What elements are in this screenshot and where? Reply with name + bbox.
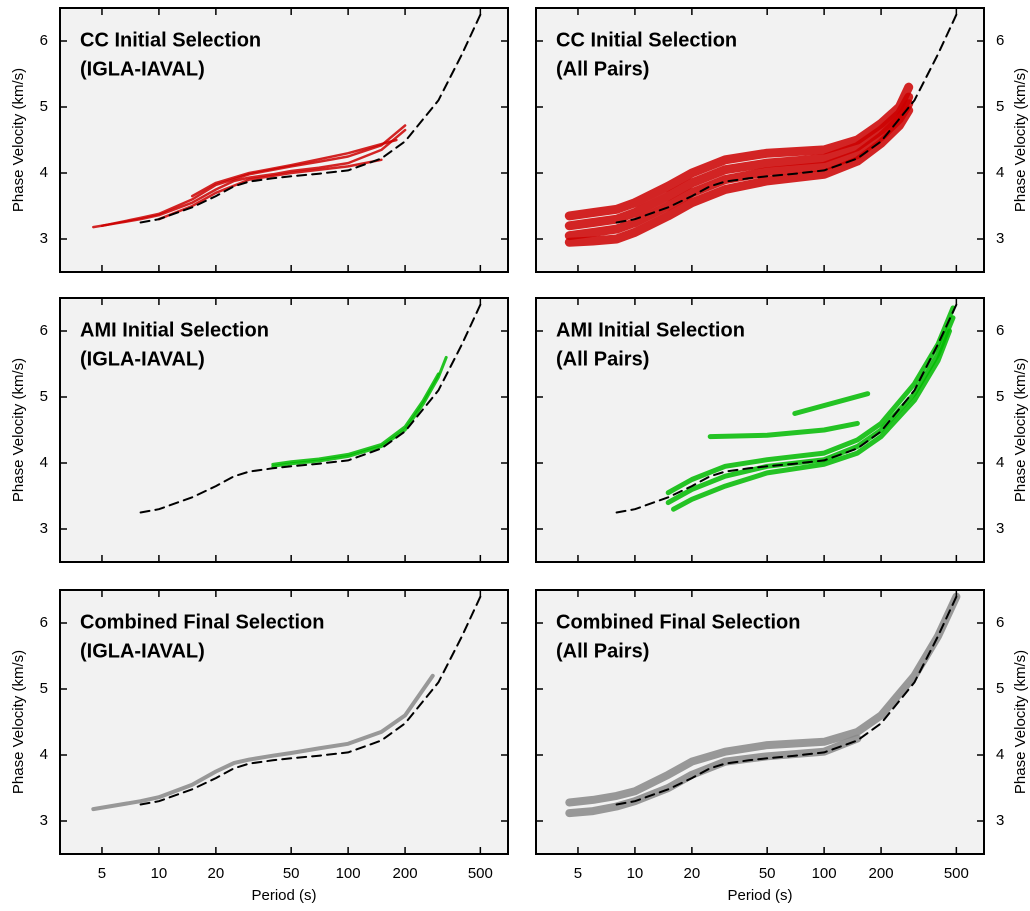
plot-frame xyxy=(59,7,509,273)
x-tick-label: 500 xyxy=(468,865,493,882)
x-tick-label: 500 xyxy=(944,865,969,882)
y-axis-label: Phase Velocity (km/s) xyxy=(1012,650,1029,794)
y-tick-label: 3 xyxy=(40,230,48,247)
dispersion-curve xyxy=(564,82,914,221)
dispersion-curve xyxy=(564,105,914,247)
y-tick-label: 5 xyxy=(40,680,48,697)
y-tick-label: 6 xyxy=(40,32,48,49)
y-axis-label: Phase Velocity (km/s) xyxy=(1012,358,1029,502)
plot-frame xyxy=(535,297,985,563)
panel-subtitle: (IGLA-IAVAL) xyxy=(80,640,205,662)
y-axis-label: Phase Velocity (km/s) xyxy=(1012,68,1029,212)
y-tick-label: 5 xyxy=(40,388,48,405)
plot-area xyxy=(60,8,508,272)
y-tick-label: 3 xyxy=(996,520,1004,537)
plot-frame xyxy=(535,589,985,855)
dispersion-curve xyxy=(564,99,914,241)
panel-title: AMI Initial Selection xyxy=(80,319,269,341)
panel-subtitle: (All Pairs) xyxy=(556,58,649,80)
panel-title: CC Initial Selection xyxy=(556,29,737,51)
dispersion-curve xyxy=(91,673,435,812)
reference-curve xyxy=(139,13,482,224)
x-tick-label: 5 xyxy=(98,865,106,882)
panel-subtitle: (IGLA-IAVAL) xyxy=(80,348,205,370)
y-tick-label: 4 xyxy=(996,746,1004,763)
dispersion-curve xyxy=(564,92,914,231)
y-tick-label: 3 xyxy=(996,230,1004,247)
dispersion-curve xyxy=(707,420,860,440)
x-tick-label: 5 xyxy=(574,865,582,882)
plot-frame xyxy=(59,589,509,855)
y-axis-label: Phase Velocity (km/s) xyxy=(10,358,27,502)
reference-curve xyxy=(615,13,958,224)
plot-frame xyxy=(59,297,509,563)
x-tick-label: 100 xyxy=(336,865,361,882)
dispersion-curve xyxy=(271,372,440,466)
y-tick-label: 4 xyxy=(40,746,48,763)
plot-area xyxy=(60,298,508,562)
y-tick-label: 5 xyxy=(996,680,1004,697)
reference-curve xyxy=(139,595,482,806)
x-tick-label: 20 xyxy=(208,865,225,882)
dispersion-curve xyxy=(792,391,871,416)
dispersion-curve xyxy=(565,734,862,818)
panel-subtitle: (All Pairs) xyxy=(556,348,649,370)
x-tick-label: 200 xyxy=(869,865,894,882)
y-axis-label: Phase Velocity (km/s) xyxy=(10,68,27,212)
panel-title: Combined Final Selection xyxy=(80,611,324,633)
dispersion-curve xyxy=(665,315,956,506)
reference-curve xyxy=(139,303,482,514)
plot-frame xyxy=(535,7,985,273)
dispersion-curve xyxy=(190,138,398,198)
x-axis-label: Period (s) xyxy=(727,887,792,904)
y-tick-label: 6 xyxy=(996,614,1004,631)
y-tick-label: 6 xyxy=(996,32,1004,49)
panel-title: AMI Initial Selection xyxy=(556,319,745,341)
y-tick-label: 6 xyxy=(40,614,48,631)
panel-title: Combined Final Selection xyxy=(556,611,800,633)
y-tick-label: 5 xyxy=(996,388,1004,405)
plot-area xyxy=(60,590,508,854)
y-tick-label: 5 xyxy=(40,98,48,115)
x-tick-label: 20 xyxy=(684,865,701,882)
x-tick-label: 50 xyxy=(759,865,776,882)
y-tick-label: 4 xyxy=(40,454,48,471)
reference-curve xyxy=(615,595,958,806)
y-tick-label: 5 xyxy=(996,98,1004,115)
dispersion-curve xyxy=(157,158,383,221)
x-tick-label: 200 xyxy=(393,865,418,882)
y-tick-label: 6 xyxy=(996,322,1004,339)
y-tick-label: 3 xyxy=(40,520,48,537)
x-tick-label: 10 xyxy=(627,865,644,882)
y-tick-label: 4 xyxy=(996,454,1004,471)
plot-area xyxy=(536,298,984,562)
x-tick-label: 10 xyxy=(151,865,168,882)
panel-subtitle: (IGLA-IAVAL) xyxy=(80,58,205,80)
x-tick-label: 100 xyxy=(812,865,837,882)
y-tick-label: 3 xyxy=(40,812,48,829)
dispersion-curve xyxy=(671,328,952,512)
y-tick-label: 3 xyxy=(996,812,1004,829)
panel-subtitle: (All Pairs) xyxy=(556,640,649,662)
dispersion-curve xyxy=(665,305,956,496)
reference-curve xyxy=(615,303,958,514)
dispersion-curve xyxy=(565,592,961,807)
y-tick-label: 6 xyxy=(40,322,48,339)
x-tick-label: 50 xyxy=(283,865,300,882)
panel-title: CC Initial Selection xyxy=(80,29,261,51)
y-axis-label: Phase Velocity (km/s) xyxy=(10,650,27,794)
y-tick-label: 4 xyxy=(996,164,1004,181)
dispersion-curve xyxy=(92,128,407,229)
x-axis-label: Period (s) xyxy=(251,887,316,904)
y-tick-label: 4 xyxy=(40,164,48,181)
dispersion-curve xyxy=(271,355,448,468)
